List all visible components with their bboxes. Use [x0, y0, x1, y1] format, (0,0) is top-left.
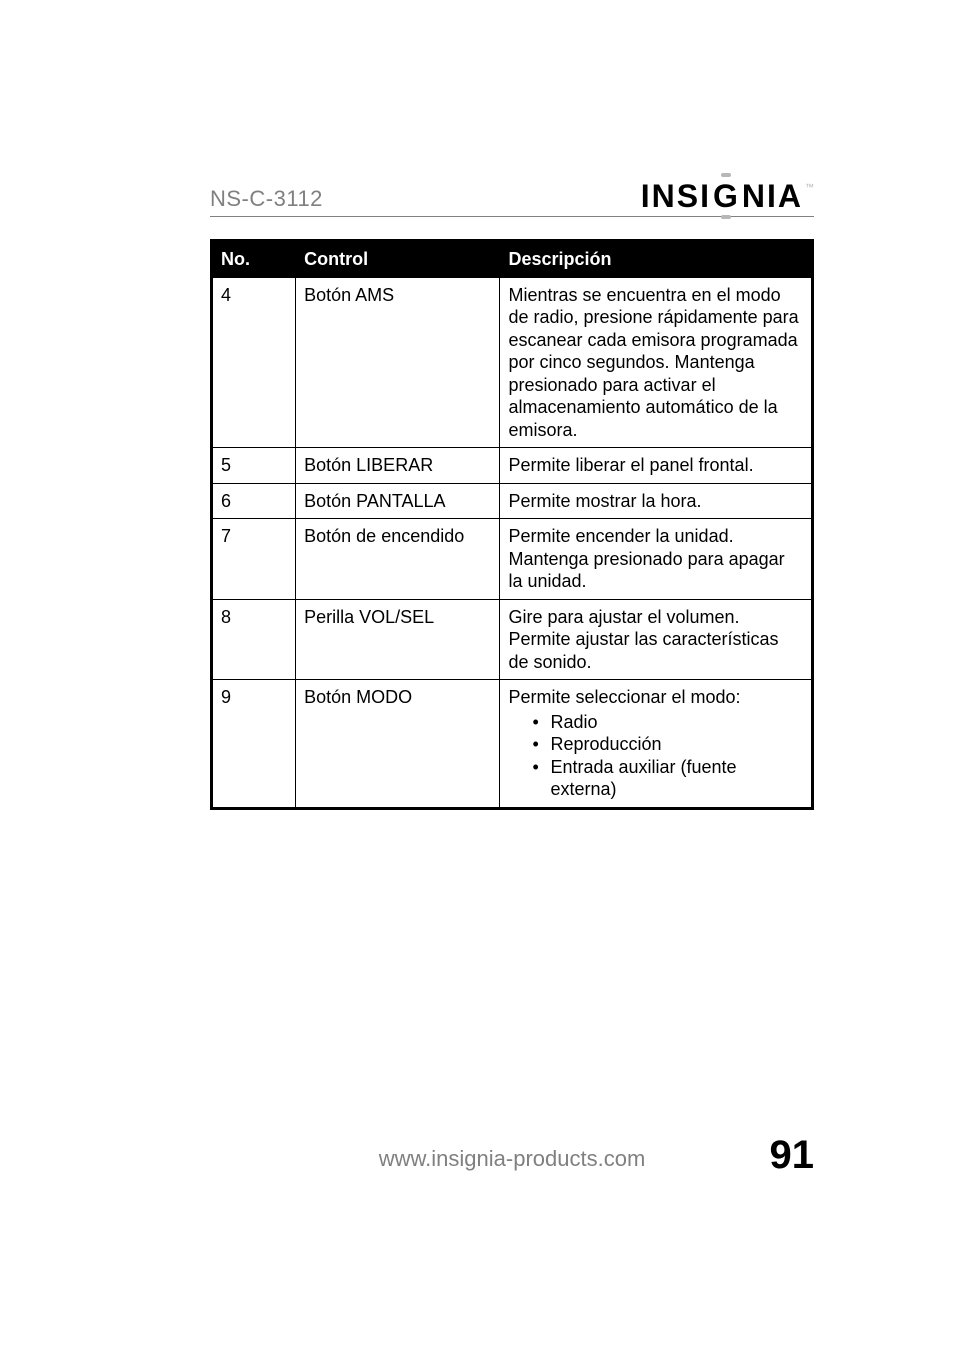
- page-number: 91: [770, 1133, 815, 1178]
- mode-list: Radio Reproducción Entrada auxiliar (fue…: [508, 711, 803, 801]
- cell-desc: Permite liberar el panel frontal.: [500, 448, 813, 484]
- cell-no: 7: [212, 519, 296, 600]
- col-no: No.: [212, 241, 296, 278]
- brand-text-pre: INSI: [641, 180, 711, 212]
- cell-desc: Permite mostrar la hora.: [500, 483, 813, 519]
- cell-desc: Permite encender la unidad. Mantenga pre…: [500, 519, 813, 600]
- table-row: 5 Botón LIBERAR Permite liberar el panel…: [212, 448, 813, 484]
- cell-control: Botón de encendido: [296, 519, 500, 600]
- cell-control: Botón LIBERAR: [296, 448, 500, 484]
- desc-intro: Permite seleccionar el modo:: [508, 687, 740, 707]
- footer-url: www.insignia-products.com: [379, 1146, 646, 1172]
- list-item: Reproducción: [550, 733, 803, 756]
- brand-text-post: NIA: [742, 180, 803, 212]
- table-header-row: No. Control Descripción: [212, 241, 813, 278]
- page: NS-C-3112 INSI G NIA ™ No. Control Descr…: [0, 0, 954, 1352]
- table-row: 8 Perilla VOL/SEL Gire para ajustar el v…: [212, 599, 813, 680]
- brand-accent-bottom-icon: [721, 215, 731, 219]
- brand-text-g: G: [713, 180, 740, 212]
- cell-no: 5: [212, 448, 296, 484]
- header: NS-C-3112 INSI G NIA ™: [210, 180, 814, 217]
- cell-no: 4: [212, 277, 296, 448]
- cell-no: 6: [212, 483, 296, 519]
- cell-control: Botón MODO: [296, 680, 500, 809]
- cell-control: Perilla VOL/SEL: [296, 599, 500, 680]
- col-desc: Descripción: [500, 241, 813, 278]
- cell-desc: Permite seleccionar el modo: Radio Repro…: [500, 680, 813, 809]
- brand-accent-top-icon: [721, 173, 731, 177]
- table-row: 4 Botón AMS Mientras se encuentra en el …: [212, 277, 813, 448]
- brand-g-letter: G: [713, 178, 740, 214]
- list-item: Radio: [550, 711, 803, 734]
- cell-desc: Gire para ajustar el volumen. Permite aj…: [500, 599, 813, 680]
- cell-desc: Mientras se encuentra en el modo de radi…: [500, 277, 813, 448]
- table-row: 7 Botón de encendido Permite encender la…: [212, 519, 813, 600]
- cell-control: Botón AMS: [296, 277, 500, 448]
- cell-control: Botón PANTALLA: [296, 483, 500, 519]
- cell-no: 8: [212, 599, 296, 680]
- controls-table: No. Control Descripción 4 Botón AMS Mien…: [210, 239, 814, 810]
- cell-no: 9: [212, 680, 296, 809]
- table-row: 9 Botón MODO Permite seleccionar el modo…: [212, 680, 813, 809]
- table-row: 6 Botón PANTALLA Permite mostrar la hora…: [212, 483, 813, 519]
- col-control: Control: [296, 241, 500, 278]
- list-item: Entrada auxiliar (fuente externa): [550, 756, 803, 801]
- model-number: NS-C-3112: [210, 186, 323, 212]
- trademark-symbol: ™: [805, 182, 814, 192]
- brand-logo: INSI G NIA ™: [641, 180, 814, 212]
- footer: www.insignia-products.com 91: [210, 1146, 814, 1172]
